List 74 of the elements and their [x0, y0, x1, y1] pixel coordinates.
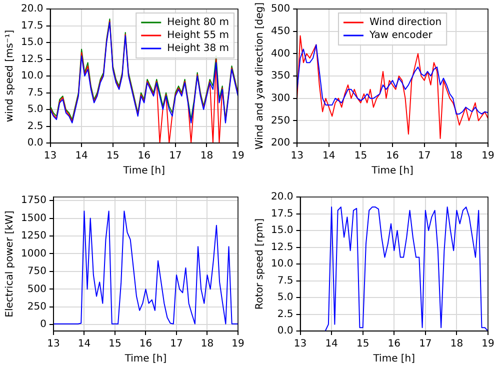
- x-tick-label: 15: [106, 150, 120, 162]
- x-axis-title: Time [h]: [122, 166, 166, 177]
- y-tick-label: 12.5: [21, 54, 44, 65]
- x-tick-label: 16: [138, 150, 150, 162]
- x-tick-label: 17: [169, 150, 182, 162]
- x-tick-label: 17: [418, 150, 431, 162]
- x-tick-label: 14: [322, 150, 336, 162]
- y-tick-label: 7.5: [277, 275, 294, 286]
- y-tick-label: 1250: [20, 230, 46, 242]
- x-tick-label: 18: [450, 150, 463, 162]
- x-tick-label: 15: [356, 338, 370, 350]
- y-tick-label: 7.5: [27, 87, 44, 98]
- x-tick-label: 17: [170, 338, 183, 350]
- y-tick-label: 17.5: [271, 208, 294, 220]
- x-tick-label: 18: [450, 338, 464, 350]
- y-tick-label: 500: [27, 284, 46, 295]
- x-tick-label: 13: [44, 150, 57, 162]
- y-tick-label: 750: [27, 266, 46, 278]
- x-axis-title: Time [h]: [124, 354, 167, 365]
- x-tick-label: 18: [200, 338, 214, 350]
- legend-label: Height 80 m: [167, 17, 230, 28]
- y-tick-label: 200: [270, 138, 290, 149]
- legend-label: Wind direction: [369, 17, 442, 28]
- x-axis-title: Time [h]: [372, 354, 416, 365]
- x-tick-label: 16: [386, 150, 399, 162]
- legend-label: Height 38 m: [167, 43, 230, 54]
- x-tick-label: 19: [232, 338, 244, 350]
- y-tick-label: 2.5: [277, 308, 294, 320]
- y-tick-label: 350: [270, 70, 290, 82]
- y-tick-label: 2.5: [27, 120, 44, 132]
- y-tick-label: 1000: [20, 248, 46, 260]
- y-tick-label: 300: [270, 92, 290, 104]
- y-tick-label: 500: [270, 4, 290, 15]
- x-tick-label: 19: [482, 338, 494, 350]
- y-tick-label: 12.5: [271, 242, 294, 253]
- y-axis-title: Wind and yaw direction [deg]: [254, 2, 266, 150]
- x-tick-label: 19: [232, 150, 244, 162]
- y-axis-title: Rotor speed [rpm]: [254, 218, 266, 310]
- y-tick-label: 10.0: [271, 258, 294, 270]
- y-tick-label: 10.0: [21, 70, 44, 82]
- x-tick-label: 14: [325, 338, 338, 350]
- y-tick-label: 5.0: [277, 292, 294, 304]
- y-tick-label: 5.0: [27, 104, 44, 116]
- x-tick-label: 19: [482, 150, 494, 162]
- y-axis-title: Electrical power [kW]: [4, 210, 16, 318]
- x-axis-title: Time [h]: [370, 166, 414, 177]
- y-tick-label: 15.0: [271, 225, 294, 236]
- y-axis-title: wind speed [ms⁻¹]: [4, 30, 16, 122]
- y-tick-label: 1500: [20, 212, 46, 224]
- x-tick-label: 14: [78, 338, 91, 350]
- x-tick-label: 18: [200, 150, 214, 162]
- x-tick-label: 15: [108, 338, 122, 350]
- x-tick-label: 13: [294, 338, 307, 350]
- y-tick-label: 1750: [20, 195, 46, 206]
- y-tick-label: 17.5: [21, 20, 44, 32]
- y-tick-label: 250: [27, 301, 46, 312]
- x-tick-label: 15: [354, 150, 368, 162]
- y-tick-label: 250: [270, 115, 290, 126]
- y-tick-label: 0: [40, 319, 46, 330]
- x-tick-label: 17: [419, 338, 432, 350]
- y-tick-label: 400: [270, 48, 290, 60]
- y-tick-label: 450: [270, 26, 290, 37]
- y-tick-label: 0.0: [277, 326, 294, 337]
- legend-label: Yaw encoder: [368, 30, 434, 42]
- x-tick-label: 14: [75, 150, 88, 162]
- legend-label: Height 55 m: [167, 30, 230, 42]
- y-tick-label: 20.0: [21, 4, 44, 15]
- y-tick-label: 15.0: [21, 37, 44, 48]
- x-tick-label: 13: [290, 150, 304, 162]
- x-tick-label: 13: [47, 338, 60, 350]
- x-tick-label: 16: [388, 338, 400, 350]
- y-tick-label: 20.0: [271, 192, 294, 203]
- x-tick-label: 16: [139, 338, 152, 350]
- y-tick-label: 0.0: [27, 138, 44, 149]
